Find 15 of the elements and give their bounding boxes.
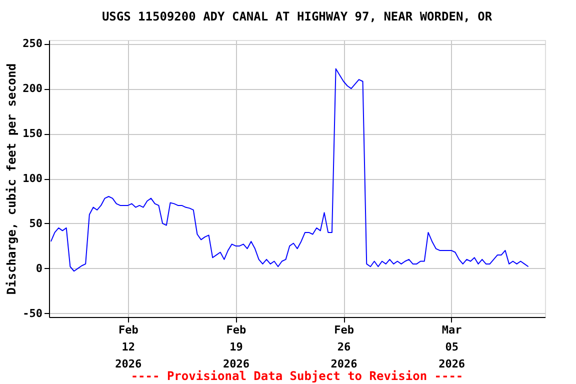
chart-title: USGS 11509200 ADY CANAL AT HIGHWAY 97, NEAR WORDEN, OR — [102, 10, 493, 24]
x-tick-label: Feb 26 2026 — [330, 324, 358, 370]
x-tick-label: Feb 12 2026 — [115, 324, 142, 370]
y-tick-label: 50 — [29, 216, 42, 230]
y-tick-label: 0 — [36, 262, 42, 275]
x-tick-label: Feb 19 2026 — [222, 324, 250, 370]
y-tick-label: 250 — [22, 37, 42, 50]
text: ---- Provisional Data Subject to Revision ---- — [130, 369, 464, 383]
y-tick-label: 150 — [22, 127, 42, 140]
y-tick-label: -50 — [22, 306, 42, 320]
y-axis-title: Discharge, cubic feet per second — [4, 63, 19, 295]
y-tick-label: 100 — [22, 172, 42, 185]
line-series — [50, 68, 529, 272]
x-tick-label: Mar 05 2026 — [438, 324, 466, 370]
y-tick-label: 200 — [22, 82, 42, 96]
